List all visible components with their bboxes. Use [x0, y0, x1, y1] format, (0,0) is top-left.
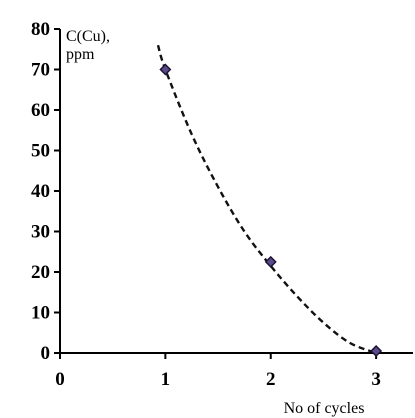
y-tick-label: 80 — [31, 19, 50, 40]
y-axis-label-line-2: ppm — [66, 46, 95, 63]
trendline — [156, 44, 377, 355]
x-tick-label: 0 — [55, 369, 65, 390]
y-tick-label: 20 — [31, 262, 50, 283]
x-tick-label: 2 — [266, 369, 276, 390]
y-tick-label: 50 — [31, 141, 50, 162]
data-point — [370, 344, 383, 357]
y-tick-labels: 0 10 20 30 40 50 60 70 80 — [31, 19, 60, 364]
y-tick-label: 60 — [31, 100, 50, 121]
data-points — [159, 63, 383, 357]
x-axis-label: No of cycles — [284, 400, 365, 417]
y-axis-label-line-1: C(Cu), — [66, 28, 110, 45]
x-tick-labels: 0 1 2 3 — [55, 353, 381, 390]
data-point — [159, 63, 172, 76]
y-tick-label: 10 — [31, 303, 50, 324]
y-tick-label: 0 — [41, 343, 51, 364]
y-tick-label: 30 — [31, 222, 50, 243]
data-point — [264, 255, 277, 268]
x-tick-label: 1 — [161, 369, 171, 390]
y-tick-label: 70 — [31, 60, 50, 81]
x-tick-label: 3 — [371, 369, 381, 390]
y-tick-label: 40 — [31, 181, 50, 202]
